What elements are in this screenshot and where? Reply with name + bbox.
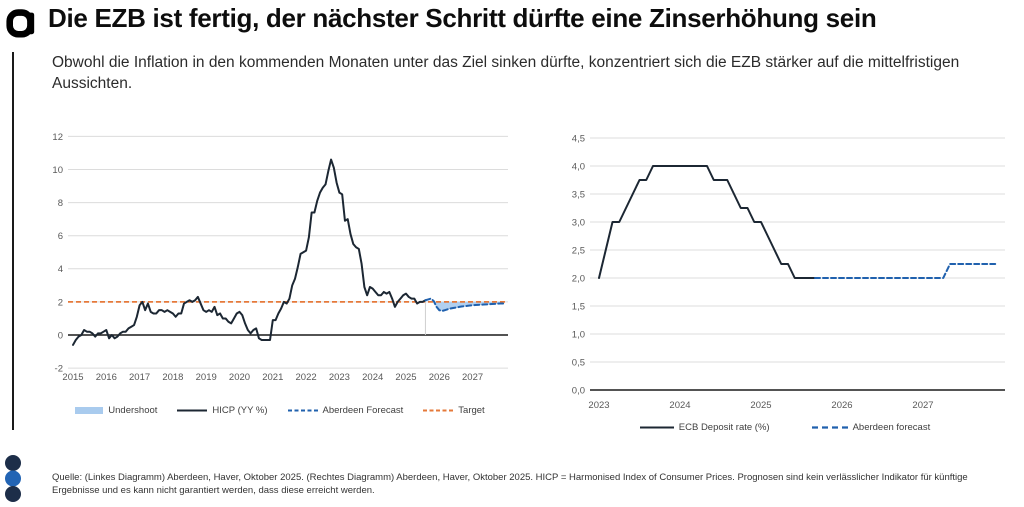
series-actual [72, 158, 427, 346]
series-actual [598, 165, 816, 279]
y-tick-label: 0 [58, 330, 63, 341]
legend-label: Aberdeen Forecast [322, 405, 404, 416]
y-tick-label: 10 [52, 165, 63, 176]
x-tick-label: 2022 [296, 372, 317, 383]
y-tick-label: 4 [58, 264, 63, 275]
legend-item-aberdeen-forecast: Aberdeen forecast [811, 422, 931, 433]
y-tick-label: 1,0 [572, 329, 585, 340]
inflation-chart-legend: Undershoot HICP (YY %) Aberdeen Forecast… [40, 405, 520, 416]
x-tick-label: 2027 [912, 400, 933, 411]
page-subtitle: Obwohl die Inflation in den kommenden Mo… [52, 54, 960, 92]
target-dash-swatch-icon [423, 409, 454, 412]
inflation-chart-plot: -2 0 2 4 6 8 10 12 2015 2016 2017 2018 2019 2020 2021 2… [52, 132, 508, 383]
hicp-line-swatch-icon [177, 409, 208, 412]
y-tick-label: 1,5 [572, 301, 585, 312]
deposit-line-swatch-icon [639, 426, 674, 429]
source-note: Quelle: (Linkes Diagramm) Aberdeen, Have… [52, 472, 968, 496]
x-tick-label: 2023 [588, 400, 609, 411]
forecast-dash-swatch-icon [811, 426, 848, 429]
deposit-rate-chart-legend: ECB Deposit rate (%) Aberdeen forecast [555, 422, 1015, 433]
series-forecast [424, 297, 505, 313]
y-tick-label: 3,0 [572, 217, 585, 228]
legend-label: Aberdeen forecast [852, 422, 931, 433]
x-tick-label: 2024 [669, 400, 690, 411]
legend-label: Undershoot [108, 405, 158, 416]
y-tick-label: 2 [58, 297, 63, 308]
y-tick-label: 2,0 [572, 273, 585, 284]
aberdeen-logo-icon [6, 9, 35, 38]
x-tick-label: 2026 [429, 372, 450, 383]
x-tick-label: 2025 [395, 372, 416, 383]
legend-label: Target [458, 405, 485, 416]
x-tick-label: 2027 [462, 372, 483, 383]
y-tick-label: 2,5 [572, 245, 585, 256]
legend-item-target: Target [423, 405, 485, 416]
y-tick-label: -2 [55, 364, 63, 375]
inflation-chart: -2 0 2 4 6 8 10 12 2015 2016 2017 2018 2019 2020 2021 2… [40, 125, 520, 425]
x-tick-label: 2026 [831, 400, 852, 411]
y-tick-label: 0,0 [572, 385, 585, 396]
y-tick-label: 8 [58, 198, 63, 209]
left-accent-rule [12, 52, 14, 430]
x-tick-label: 2015 [62, 372, 83, 383]
forecast-dash-swatch-icon [287, 409, 318, 412]
page-title: Die EZB ist fertig, der nächster Schritt… [48, 3, 877, 33]
y-tick-label: 6 [58, 231, 63, 242]
legend-label: HICP (YY %) [212, 405, 268, 416]
legend-label: ECB Deposit rate (%) [678, 422, 770, 433]
legend-item-aberdeen-forecast: Aberdeen Forecast [287, 405, 404, 416]
deposit-rate-chart-plot: 0,0 0,5 1,0 1,5 2,0 2,5 3,0 3,5 4,0 4,5 2023 2024 20… [572, 133, 1005, 411]
legend-item-ecb-deposit-rate: ECB Deposit rate (%) [639, 422, 770, 433]
x-tick-label: 2025 [750, 400, 771, 411]
series-forecast [814, 263, 999, 279]
y-tick-label: 3,5 [572, 189, 585, 200]
x-tick-label: 2021 [262, 372, 283, 383]
y-tick-label: 4,0 [572, 161, 585, 172]
y-tick-label: 4,5 [572, 133, 585, 144]
x-tick-label: 2016 [96, 372, 117, 383]
x-tick-label: 2023 [329, 372, 350, 383]
undershoot-swatch-icon [75, 407, 104, 414]
deposit-rate-chart: 0,0 0,5 1,0 1,5 2,0 2,5 3,0 3,5 4,0 4,5 2023 2024 20… [555, 125, 1015, 445]
legend-item-hicp: HICP (YY %) [177, 405, 268, 416]
x-tick-label: 2019 [196, 372, 217, 383]
x-tick-label: 2017 [129, 372, 150, 383]
legend-item-undershoot: Undershoot [75, 405, 157, 416]
y-tick-label: 12 [52, 132, 63, 143]
x-tick-label: 2018 [162, 372, 183, 383]
brand-dots-icon [5, 455, 21, 502]
y-tick-label: 0,5 [572, 357, 585, 368]
x-tick-label: 2020 [229, 372, 250, 383]
x-tick-label: 2024 [362, 372, 383, 383]
